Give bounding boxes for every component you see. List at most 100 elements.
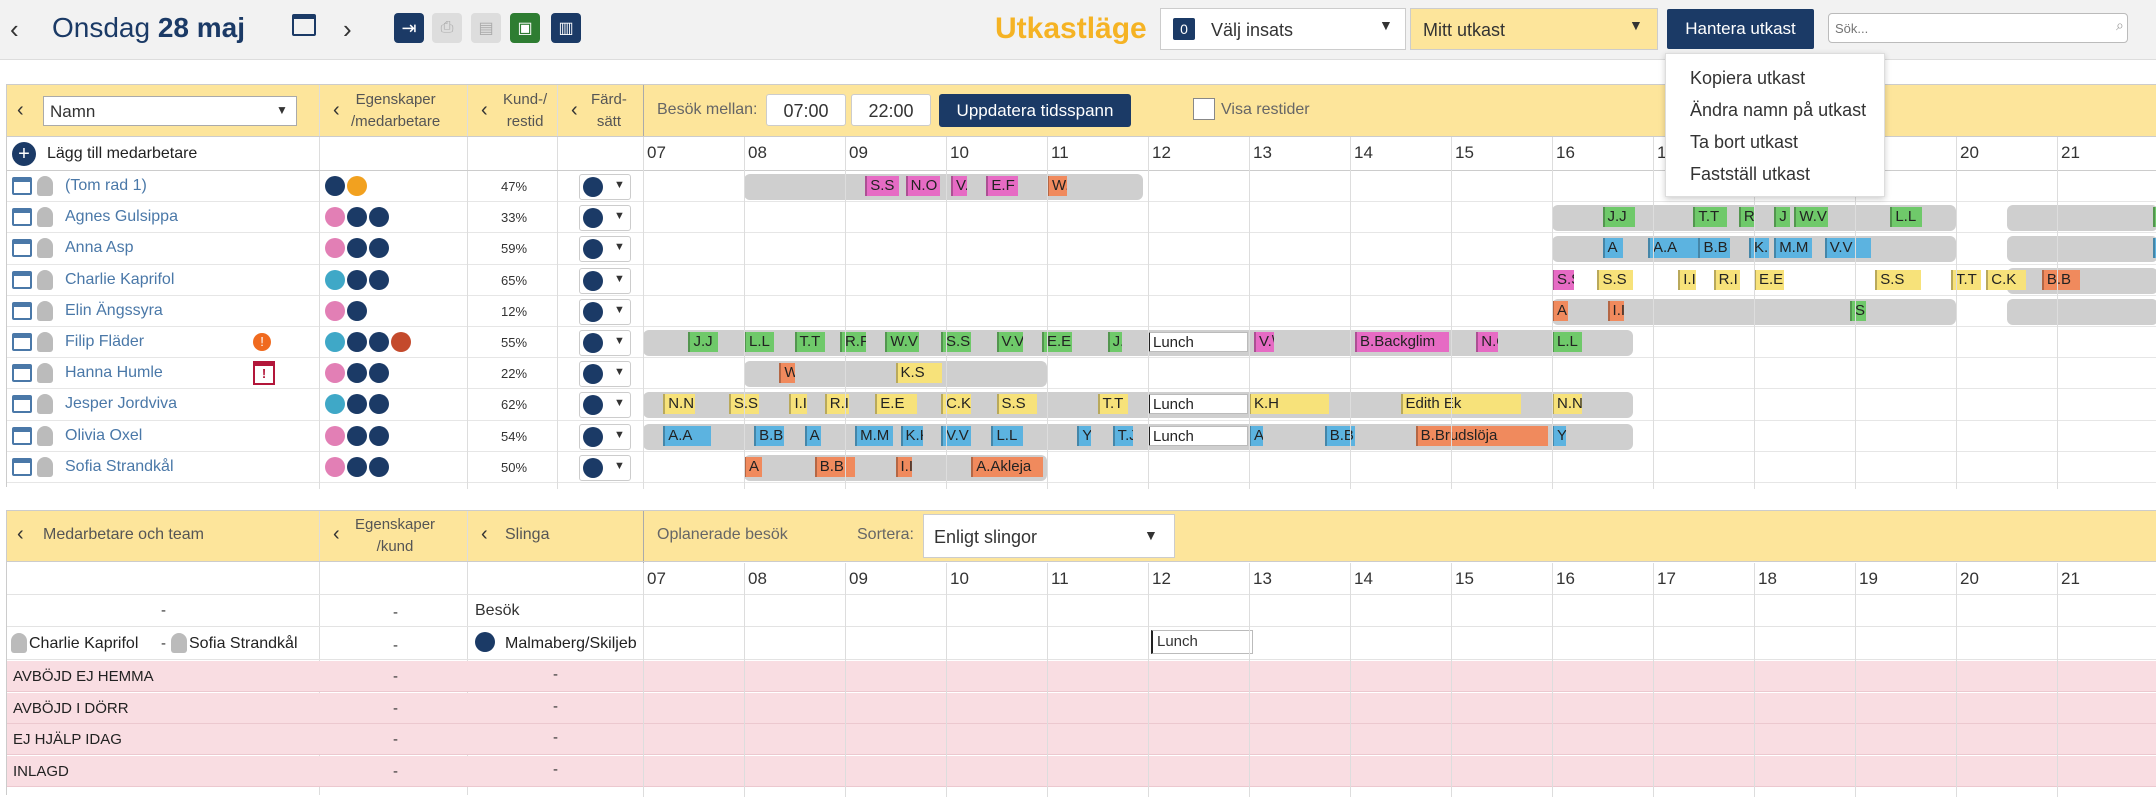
route-bar[interactable] [744,174,1143,200]
lunch-block[interactable]: Lunch [1151,630,1253,654]
visit-block[interactable]: S.S [1875,270,1921,290]
visit-block[interactable]: N.N [1552,394,1582,414]
calendar-icon[interactable] [12,427,32,445]
employee-name[interactable]: Filip Fläder [65,333,144,351]
visit-block[interactable]: S.S [997,394,1037,414]
transport-select[interactable]: ▼ [579,392,631,418]
visit-block[interactable]: S.S [1597,270,1633,290]
collapse-icon[interactable]: ‹ [333,99,340,122]
visit-block[interactable]: K.H [1249,394,1329,414]
visit-block[interactable]: I.I [1608,301,1624,321]
visit-block[interactable]: K.S [896,363,942,383]
visit-block[interactable]: L.L [1552,332,1582,352]
status-row[interactable]: AVBÖJD I DÖRR-- [7,693,2156,724]
visit-block[interactable]: V.V [997,332,1023,352]
calendar-icon[interactable] [12,271,32,289]
transport-select[interactable]: ▼ [579,268,631,294]
visit-block[interactable]: B.Brudslöja [1416,426,1548,446]
visit-block[interactable]: L.L [1890,207,1922,227]
status-row[interactable]: AVBÖJD EJ HEMMA-- [7,661,2156,692]
visit-block[interactable]: Edith Ek [1401,394,1521,414]
visit-block[interactable]: L.L [991,426,1023,446]
employee-name[interactable]: Anna Asp [65,239,134,257]
transport-select[interactable]: ▼ [579,330,631,356]
visit-block[interactable]: C.K [1986,270,2026,290]
visit-block[interactable]: W. [1047,176,1067,196]
employee-name[interactable]: Charlie Kaprifol [65,271,174,289]
visit-block[interactable]: B.B [2042,270,2080,290]
export-icon[interactable]: ⇥ [394,13,424,43]
transport-select[interactable]: ▼ [579,205,631,231]
visit-block[interactable]: B.B [815,457,855,477]
visit-block[interactable]: R.F [840,332,866,352]
add-employee-label[interactable]: Lägg till medarbetare [47,145,197,163]
visit-block[interactable]: A [1552,301,1568,321]
visit-block[interactable]: B.Backglim [1355,332,1449,352]
route-bar[interactable] [2007,268,2156,294]
visit-block[interactable]: R.I [1714,270,1740,290]
visit-block[interactable]: E.E [875,394,917,414]
visit-block[interactable]: R [1739,207,1755,227]
add-icon[interactable]: + [12,142,36,166]
employee-name[interactable]: Hanna Humle [65,364,163,382]
transport-select[interactable]: ▼ [579,236,631,262]
visit-block[interactable]: S.S [865,176,899,196]
visit-block[interactable]: V.\ [1254,332,1274,352]
visit-block[interactable]: J. [1108,332,1122,352]
visit-block[interactable]: A.A [663,426,711,446]
search-input[interactable] [1828,13,2128,43]
visit-block[interactable]: T.J. [1113,426,1133,446]
employee-name[interactable]: (Tom rad 1) [65,177,147,195]
visit-block[interactable]: S.S [1552,270,1574,290]
visit-block[interactable]: L.L [744,332,774,352]
collapse-icon[interactable]: ‹ [481,99,488,122]
visit-block[interactable]: K.K [901,426,923,446]
insats-select[interactable]: 0 Välj insats ▼ [1160,8,1406,50]
statistics-icon[interactable]: ▥ [551,13,581,43]
save-icon[interactable]: ▣ [510,13,540,43]
visit-block[interactable]: A [1603,238,1623,258]
calendar-icon[interactable] [292,14,316,36]
collapse-icon[interactable]: ‹ [333,523,340,546]
time-to-input[interactable]: 22:00 [851,94,931,126]
menu-item-delete-draft[interactable]: Ta bort utkast [1666,126,1884,158]
menu-item-finalize-draft[interactable]: Fastställ utkast [1666,158,1884,190]
calendar-icon[interactable] [12,208,32,226]
print-icon[interactable]: ⎙ [432,13,462,43]
visit-block[interactable]: J.J [688,332,718,352]
calendar-icon[interactable] [12,177,32,195]
transport-select[interactable]: ▼ [579,424,631,450]
visit-block[interactable]: V. [951,176,967,196]
show-travel-checkbox[interactable] [1193,98,1215,120]
visit-block[interactable]: I.I [789,394,807,414]
transport-select[interactable]: ▼ [579,455,631,481]
visit-block[interactable]: N.C [1476,332,1498,352]
route-bar[interactable] [2007,299,2156,325]
collapse-icon[interactable]: ‹ [17,523,24,546]
document-icon[interactable]: ▤ [471,13,501,43]
visit-block[interactable]: B.B [1698,238,1730,258]
visit-block[interactable]: A.Akleja [971,457,1043,477]
visit-block[interactable]: A [805,426,821,446]
name-select[interactable]: Namn ▼ [43,96,297,126]
visit-block[interactable]: A [1249,426,1263,446]
transport-select[interactable]: ▼ [579,361,631,387]
visit-block[interactable]: T.T [1693,207,1727,227]
calendar-icon[interactable] [12,239,32,257]
calendar-icon[interactable] [12,364,32,382]
visit-block[interactable]: S [1850,301,1866,321]
status-row[interactable]: INLAGD-- [7,756,2156,787]
time-from-input[interactable]: 07:00 [766,94,846,126]
employee-name[interactable]: Jesper Jordviva [65,395,177,413]
employee-name[interactable]: Agnes Gulsippa [65,208,178,226]
visit-block[interactable]: Lunch [1148,426,1248,446]
visit-block[interactable]: Lunch [1148,394,1248,414]
transport-select[interactable]: ▼ [579,299,631,325]
calendar-icon[interactable] [12,458,32,476]
visit-block[interactable]: J.J [1603,207,1635,227]
employee-name[interactable]: Sofia Strandkål [65,458,174,476]
visit-block[interactable]: A.A [1648,238,1698,258]
employee-name[interactable]: Olivia Oxel [65,427,142,445]
visit-block[interactable]: B.B [754,426,784,446]
visit-block[interactable]: M.M [855,426,893,446]
